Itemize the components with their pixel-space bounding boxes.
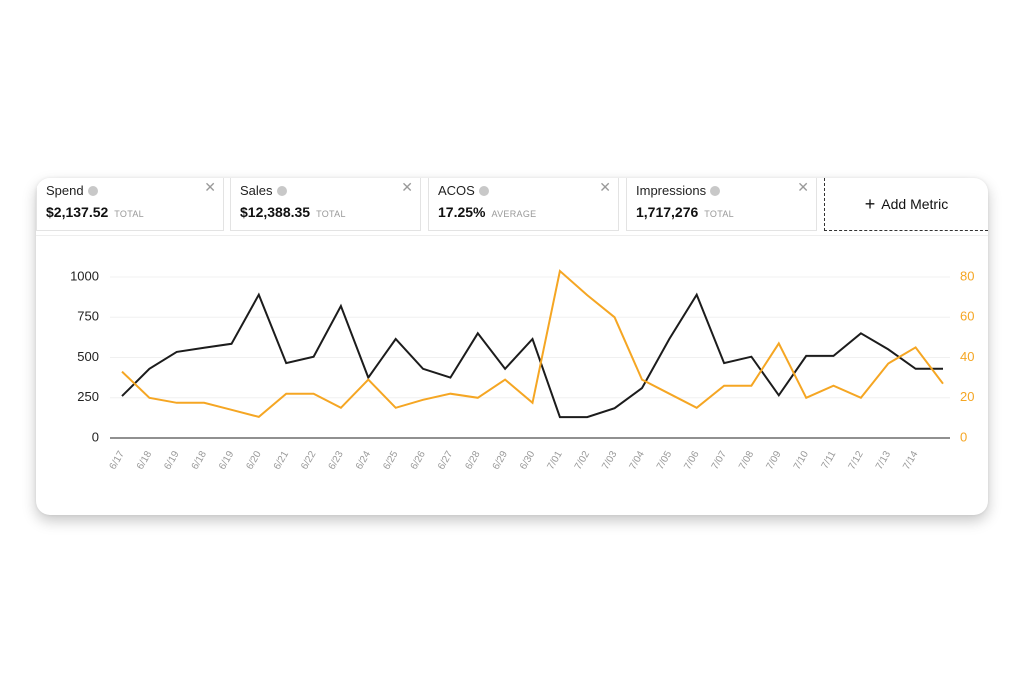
x-tick-label: 6/28 [463, 449, 482, 472]
x-tick-label: 6/20 [244, 449, 263, 472]
x-tick-label: 7/01 [545, 449, 564, 472]
metric-card[interactable]: Impressions ✕ 1,717,276 TOTAL [626, 178, 817, 231]
x-tick-label: 6/21 [272, 449, 291, 472]
metric-qualifier: TOTAL [704, 209, 734, 219]
x-tick-label: 7/12 [847, 449, 866, 472]
divider [36, 235, 988, 236]
close-icon[interactable]: ✕ [599, 179, 611, 195]
y-tick-label: 750 [77, 309, 99, 324]
close-icon[interactable]: ✕ [401, 179, 413, 195]
x-tick-label: 7/07 [710, 449, 729, 472]
info-icon[interactable] [276, 186, 287, 196]
x-tick-label: 6/18 [190, 449, 209, 472]
metric-value: $12,388.35 [240, 204, 311, 220]
x-tick-label: 7/08 [737, 449, 756, 472]
metric-value: 1,717,276 [636, 204, 699, 220]
metric-value: 17.25% [438, 204, 486, 220]
x-tick-label: 7/10 [792, 449, 811, 472]
y-tick-label: 1000 [70, 268, 99, 283]
info-icon[interactable] [710, 186, 721, 196]
info-icon[interactable] [478, 186, 489, 196]
metric-name: ACOS [438, 183, 475, 198]
x-tick-label: 7/03 [600, 449, 619, 472]
x-tick-label: 7/11 [820, 449, 839, 471]
close-icon[interactable]: ✕ [204, 179, 216, 195]
metric-qualifier: AVERAGE [491, 209, 537, 219]
metric-qualifier: TOTAL [114, 209, 144, 219]
add-metric-label: Add Metric [881, 196, 949, 212]
x-tick-label: 7/02 [573, 449, 592, 472]
y2-tick-label: 80 [960, 268, 974, 283]
y-tick-label: 250 [77, 389, 99, 404]
x-tick-label: 6/19 [217, 449, 236, 472]
y-tick-label: 0 [92, 429, 99, 444]
x-tick-label: 6/22 [299, 449, 318, 472]
plus-icon: + [864, 193, 876, 214]
x-tick-label: 6/18 [135, 449, 154, 472]
metric-name: Spend [46, 183, 84, 198]
y2-tick-label: 0 [960, 429, 967, 444]
info-icon[interactable] [87, 186, 98, 196]
x-tick-label: 6/26 [409, 449, 428, 472]
x-tick-label: 6/25 [381, 449, 400, 472]
x-tick-label: 7/06 [682, 449, 701, 472]
metric-name: Impressions [636, 183, 707, 198]
x-tick-label: 6/24 [354, 449, 373, 472]
x-tick-label: 6/23 [327, 449, 346, 472]
x-tick-label: 6/30 [518, 449, 537, 472]
x-tick-label: 7/13 [874, 449, 893, 472]
y2-tick-label: 60 [960, 309, 974, 324]
y2-tick-label: 20 [960, 389, 974, 404]
series-line [121, 292, 943, 419]
x-tick-label: 6/27 [436, 449, 455, 472]
series-line [121, 269, 944, 418]
metric-card[interactable]: ACOS ✕ 17.25% AVERAGE [428, 178, 619, 231]
close-icon[interactable]: ✕ [797, 179, 809, 195]
add-metric-button[interactable]: + Add Metric [824, 178, 988, 231]
metric-value: $2,137.52 [46, 204, 109, 220]
chart: 0 250 500 750 1000 0 20 40 60 80 6/17 6/18 6/19 6/18 6… [70, 268, 974, 472]
x-tick-label: 7/04 [628, 449, 647, 472]
x-tick-label: 7/05 [655, 449, 674, 472]
metric-name: Sales [240, 183, 273, 198]
x-tick-label: 6/17 [108, 449, 127, 472]
y-tick-label: 500 [77, 349, 99, 364]
metric-card[interactable]: Spend ✕ $2,137.52 TOTAL [36, 178, 224, 231]
x-tick-label: 7/09 [764, 449, 783, 472]
metric-card[interactable]: Sales ✕ $12,388.35 TOTAL [230, 178, 421, 231]
x-tick-label: 6/19 [162, 449, 181, 472]
chart-panel: Spend ✕ $2,137.52 TOTAL Sales ✕ $12,388.3… [36, 178, 988, 515]
x-tick-label: 6/29 [491, 449, 510, 472]
metric-qualifier: TOTAL [316, 209, 346, 219]
y2-tick-label: 40 [960, 349, 974, 364]
x-tick-label: 7/14 [901, 449, 920, 472]
